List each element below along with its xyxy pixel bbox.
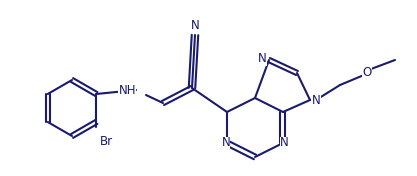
Text: N: N	[191, 19, 199, 32]
Text: N: N	[258, 52, 267, 65]
Text: N: N	[221, 137, 230, 149]
Text: Br: Br	[100, 135, 113, 148]
Text: N: N	[312, 93, 321, 106]
Text: N: N	[280, 137, 289, 149]
Text: NH: NH	[118, 83, 136, 96]
Text: O: O	[362, 65, 372, 78]
